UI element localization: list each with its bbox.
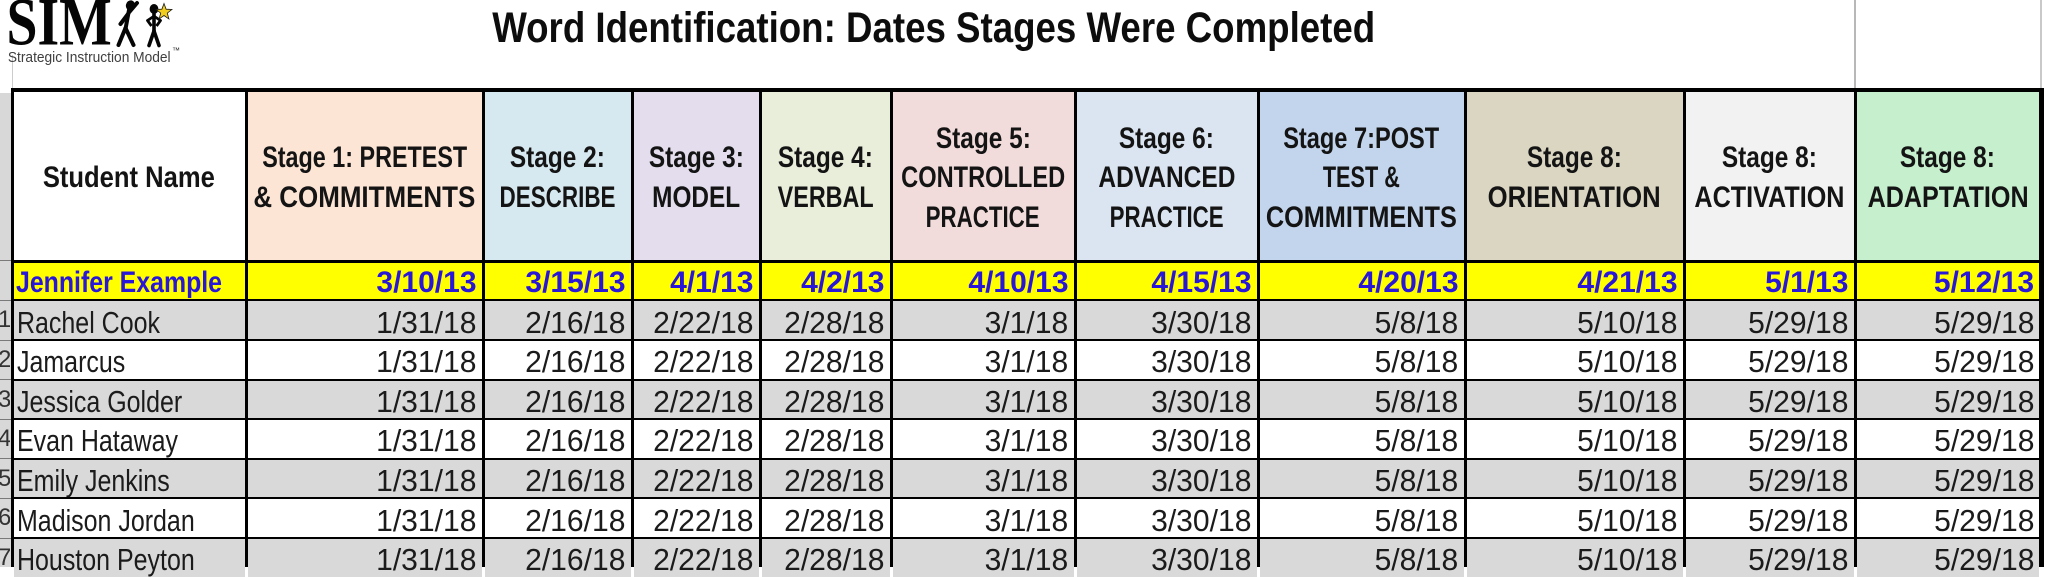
- svg-text:Strategic Instruction Model: Strategic Instruction Model: [8, 49, 171, 66]
- svg-text:SIM: SIM: [6, 0, 111, 60]
- svg-text:™: ™: [172, 46, 180, 55]
